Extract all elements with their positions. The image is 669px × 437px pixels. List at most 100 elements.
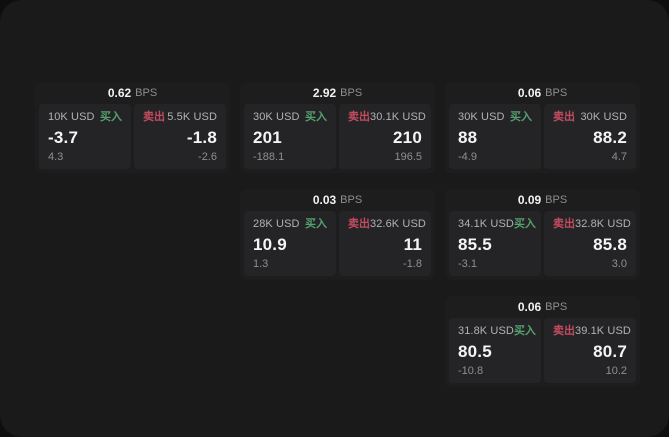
sell-price: 85.8 bbox=[593, 235, 627, 254]
sell-price: 11 bbox=[403, 235, 422, 254]
sell-panel-top: 卖出 30K USD bbox=[553, 112, 627, 123]
bps-unit-label: BPS bbox=[545, 193, 568, 206]
bps-value: 0.06 bbox=[517, 86, 542, 100]
bps-unit-label: BPS bbox=[340, 86, 363, 99]
buy-panel-top: 28K USD 买入 bbox=[253, 219, 327, 230]
sell-subvalue: 3.0 bbox=[611, 258, 627, 270]
buy-panel[interactable]: 30K USD 买入 88 -4.9 bbox=[449, 104, 541, 169]
sell-subvalue: 4.7 bbox=[611, 151, 627, 163]
buy-panel[interactable]: 10K USD 买入 -3.7 4.3 bbox=[39, 104, 131, 169]
quote-card-6: 0.06 BPS 31.8K USD 买入 80.5 -10.8 卖出 39.1… bbox=[445, 296, 640, 387]
buy-price: 201 bbox=[253, 128, 282, 147]
buy-panel-top: 34.1K USD 买入 bbox=[458, 218, 536, 230]
buy-subvalue: 1.3 bbox=[253, 258, 269, 270]
sell-panel-top: 卖出 32.6K USD bbox=[348, 218, 426, 230]
bps-value: 0.62 bbox=[107, 86, 132, 100]
buy-side-label: 买入 bbox=[513, 218, 536, 230]
quote-card-4: 0.03 BPS 28K USD 买入 10.9 1.3 卖出 32.6K US… bbox=[240, 189, 435, 280]
buy-price: 85.5 bbox=[458, 235, 492, 254]
bps-value: 0.06 bbox=[517, 300, 542, 314]
buy-panel-top: 10K USD 买入 bbox=[48, 112, 122, 123]
sell-subvalue: 196.5 bbox=[394, 151, 422, 163]
bps-unit-label: BPS bbox=[545, 300, 568, 313]
quote-card-5: 0.09 BPS 34.1K USD 买入 85.5 -3.1 卖出 32.8K… bbox=[445, 189, 640, 280]
sell-amount: 30.1K USD bbox=[370, 111, 426, 123]
card-body: 30K USD 买入 88 -4.9 卖出 30K USD 88.2 4.7 bbox=[449, 104, 636, 169]
buy-panel[interactable]: 30K USD 买入 201 -188.1 bbox=[244, 104, 336, 169]
card-header: 0.06 BPS bbox=[449, 82, 636, 104]
buy-amount: 28K USD bbox=[253, 218, 300, 230]
card-body: 34.1K USD 买入 85.5 -3.1 卖出 32.8K USD 85.8… bbox=[449, 211, 636, 276]
card-header: 2.92 BPS bbox=[244, 82, 431, 104]
sell-side-label: 卖出 bbox=[143, 111, 165, 123]
buy-amount: 34.1K USD bbox=[458, 218, 514, 230]
bps-value: 2.92 bbox=[312, 86, 337, 100]
sell-panel[interactable]: 卖出 5.5K USD -1.8 -2.6 bbox=[134, 104, 226, 169]
sell-panel[interactable]: 卖出 39.1K USD 80.7 10.2 bbox=[544, 318, 636, 383]
sell-price: 88.2 bbox=[593, 128, 627, 147]
sell-subvalue: -2.6 bbox=[198, 151, 217, 163]
buy-panel-top: 30K USD 买入 bbox=[253, 112, 327, 123]
sell-price: -1.8 bbox=[186, 128, 217, 147]
buy-amount: 30K USD bbox=[253, 111, 300, 123]
buy-side-label: 买入 bbox=[513, 325, 536, 337]
buy-panel-top: 31.8K USD 买入 bbox=[458, 326, 536, 337]
sell-panel-top: 卖出 30.1K USD bbox=[348, 111, 426, 123]
bps-unit-label: BPS bbox=[340, 193, 363, 206]
sell-price: 210 bbox=[393, 128, 422, 147]
sell-amount: 32.8K USD bbox=[575, 218, 631, 230]
sell-panel-top: 卖出 5.5K USD bbox=[143, 112, 217, 123]
buy-price: 10.9 bbox=[253, 235, 287, 254]
sell-side-label: 卖出 bbox=[348, 111, 370, 123]
card-body: 10K USD 买入 -3.7 4.3 卖出 5.5K USD -1.8 -2.… bbox=[39, 104, 226, 169]
buy-price: 88 bbox=[458, 128, 478, 147]
sell-panel[interactable]: 卖出 30.1K USD 210 196.5 bbox=[339, 104, 431, 169]
sell-amount: 39.1K USD bbox=[575, 325, 631, 337]
bps-unit-label: BPS bbox=[135, 86, 158, 99]
sell-panel[interactable]: 卖出 30K USD 88.2 4.7 bbox=[544, 104, 636, 169]
sell-side-label: 卖出 bbox=[553, 111, 575, 123]
sell-price: 80.7 bbox=[593, 342, 627, 361]
sell-side-label: 卖出 bbox=[553, 218, 575, 230]
buy-side-label: 买入 bbox=[100, 111, 122, 123]
sell-panel[interactable]: 卖出 32.6K USD 11 -1.8 bbox=[339, 211, 431, 276]
buy-subvalue: -10.8 bbox=[458, 365, 484, 377]
buy-panel[interactable]: 28K USD 买入 10.9 1.3 bbox=[244, 211, 336, 276]
sell-panel-top: 卖出 32.8K USD bbox=[553, 218, 631, 230]
sell-amount: 30K USD bbox=[580, 111, 627, 123]
buy-side-label: 买入 bbox=[510, 111, 532, 123]
buy-side-label: 买入 bbox=[305, 218, 327, 230]
card-header: 0.06 BPS bbox=[449, 296, 636, 318]
sell-subvalue: -1.8 bbox=[403, 258, 422, 270]
quote-card-1: 0.62 BPS 10K USD 买入 -3.7 4.3 卖出 5.5K USD… bbox=[35, 82, 230, 173]
card-header: 0.09 BPS bbox=[449, 189, 636, 211]
bps-value: 0.03 bbox=[312, 193, 337, 207]
card-body: 31.8K USD 买入 80.5 -10.8 卖出 39.1K USD 80.… bbox=[449, 318, 636, 383]
buy-subvalue: -188.1 bbox=[253, 151, 285, 163]
sell-subvalue: 10.2 bbox=[605, 365, 627, 377]
card-body: 28K USD 买入 10.9 1.3 卖出 32.6K USD 11 -1.8 bbox=[244, 211, 431, 276]
buy-subvalue: -4.9 bbox=[458, 151, 477, 163]
card-body: 30K USD 买入 201 -188.1 卖出 30.1K USD 210 1… bbox=[244, 104, 431, 169]
buy-subvalue: -3.1 bbox=[458, 258, 477, 270]
bps-unit-label: BPS bbox=[545, 86, 568, 99]
buy-panel[interactable]: 31.8K USD 买入 80.5 -10.8 bbox=[449, 318, 541, 383]
bps-value: 0.09 bbox=[517, 193, 542, 207]
buy-price: -3.7 bbox=[48, 128, 79, 147]
quote-card-3: 0.06 BPS 30K USD 买入 88 -4.9 卖出 30K USD 8… bbox=[445, 82, 640, 173]
buy-side-label: 买入 bbox=[305, 111, 327, 123]
buy-subvalue: 4.3 bbox=[48, 151, 64, 163]
buy-amount: 10K USD bbox=[48, 111, 95, 123]
sell-panel[interactable]: 卖出 32.8K USD 85.8 3.0 bbox=[544, 211, 636, 276]
buy-panel[interactable]: 34.1K USD 买入 85.5 -3.1 bbox=[449, 211, 541, 276]
card-header: 0.03 BPS bbox=[244, 189, 431, 211]
buy-price: 80.5 bbox=[458, 342, 492, 361]
buy-amount: 30K USD bbox=[458, 111, 505, 123]
sell-amount: 5.5K USD bbox=[167, 111, 217, 123]
quote-card-2: 2.92 BPS 30K USD 买入 201 -188.1 卖出 30.1K … bbox=[240, 82, 435, 173]
sell-side-label: 卖出 bbox=[553, 325, 575, 337]
sell-side-label: 卖出 bbox=[348, 218, 370, 230]
sell-amount: 32.6K USD bbox=[370, 218, 426, 230]
sell-panel-top: 卖出 39.1K USD bbox=[553, 325, 631, 337]
